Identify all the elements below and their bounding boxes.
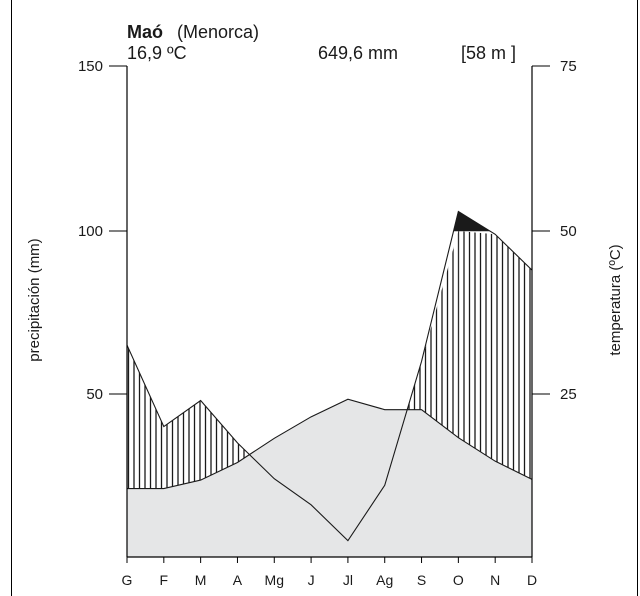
x-tick-label: F — [160, 572, 169, 588]
y2-tick-label: 50 — [560, 223, 577, 240]
x-tick-label: A — [233, 572, 243, 588]
temperature-area — [127, 399, 532, 557]
y2-tick-label: 75 — [560, 58, 577, 75]
altitude: [58 m ] — [461, 43, 516, 63]
mean-temperature: 16,9 ºC — [127, 43, 187, 63]
x-tick-label: N — [490, 572, 500, 588]
y-axis-title: precipitación (mm) — [26, 238, 43, 361]
humid-hatch — [237, 442, 250, 463]
x-tick-label: Ag — [376, 572, 393, 588]
station-region: (Menorca) — [177, 22, 259, 42]
temperature-line — [127, 398, 533, 490]
humid-hatch — [421, 231, 459, 438]
x-tick-label: D — [527, 572, 537, 588]
x-tick-label: Jl — [343, 572, 353, 588]
x-tick-label: S — [417, 572, 426, 588]
humid-hatch — [495, 234, 532, 480]
humid-hatch — [200, 400, 238, 481]
x-tick-label: J — [308, 572, 315, 588]
y-tick-label: 100 — [78, 223, 103, 240]
precipitation-line — [126, 210, 533, 542]
chart-frame — [11, 0, 638, 596]
station-name: Maó — [127, 22, 163, 42]
y2-tick-label: 25 — [560, 386, 577, 403]
y-tick-label: 150 — [78, 58, 103, 75]
x-tick-label: Mg — [265, 572, 284, 588]
x-tick-label: G — [122, 572, 133, 588]
y2-axis-title: temperatura (ºC) — [607, 244, 624, 355]
humid-hatch — [127, 345, 164, 489]
annual-precipitation: 649,6 mm — [318, 43, 398, 63]
x-tick-label: O — [453, 572, 464, 588]
y-tick-label: 50 — [86, 386, 103, 403]
humid-hatch — [163, 400, 201, 489]
humid-hatch — [458, 231, 496, 462]
x-tick-label: M — [195, 572, 207, 588]
